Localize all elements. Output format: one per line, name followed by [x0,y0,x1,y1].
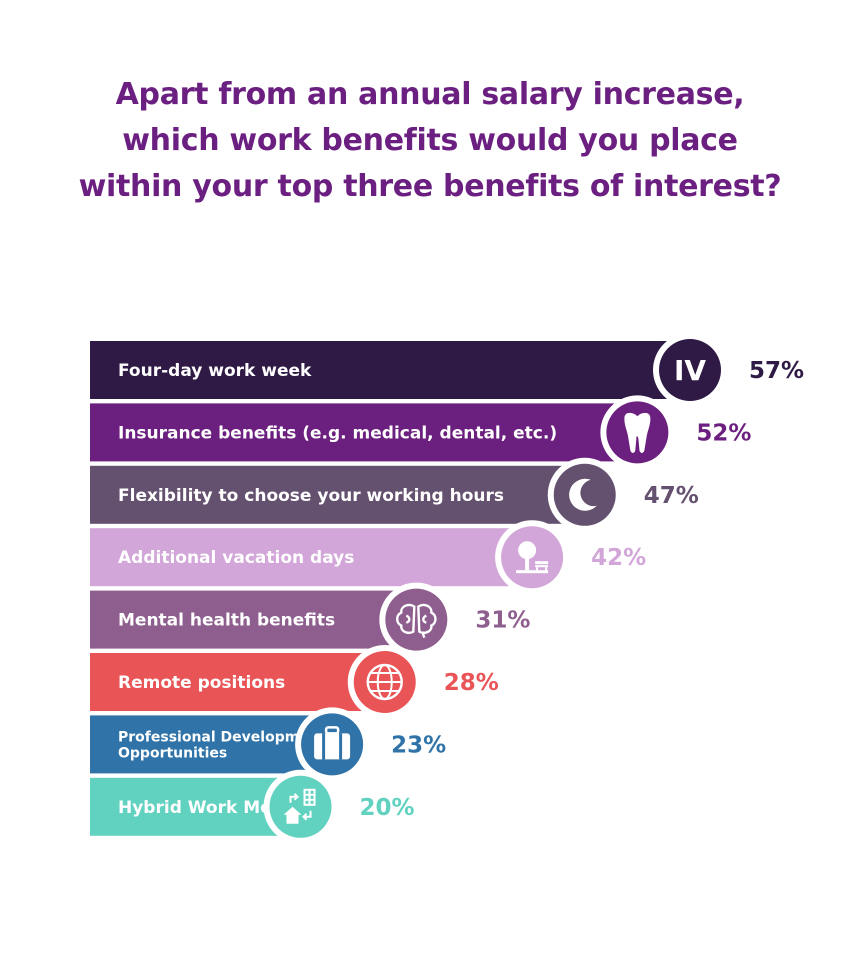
value-label: 57% [749,358,804,384]
bar [90,653,385,711]
hybrid-home-office-icon [263,769,338,844]
bar [90,465,585,524]
icon-disc [553,463,616,526]
value-label: 31% [475,608,530,634]
icon-disc [269,775,332,838]
tooth-icon [600,395,675,470]
icon-text: IV [674,354,706,387]
value-label: 42% [591,545,646,571]
bar [90,715,333,774]
bar-label: Four-day work week [118,361,312,381]
title-line: within your top three benefits of intere… [78,169,782,204]
value-label: 47% [644,483,699,509]
bar [90,528,533,587]
bar [90,341,690,399]
icon-disc [385,588,448,651]
briefcase-icon [295,707,370,782]
bar [90,590,417,649]
bar-label: Remote positions [118,673,285,693]
bar [90,403,638,462]
crescent-moon-icon [547,457,622,532]
bar-label-line: Professional Development [118,729,326,745]
bar-label-line: Opportunities [118,745,227,761]
bar-label: Mental health benefits [118,611,335,631]
bar-label: Insurance benefits (e.g. medical, dental… [118,423,557,443]
bar-label: Additional vacation days [118,548,354,568]
title-line: Apart from an annual salary increase, [115,77,745,112]
globe-icon [347,645,422,719]
bar-label: Professional Development Opportunities [118,729,326,761]
title-line: which work benefits would you place [122,123,738,158]
value-label: 20% [360,795,415,821]
icon-disc [659,339,721,401]
value-label: 28% [444,670,499,696]
park-bench-tree-icon [495,520,570,595]
roman-iv-icon: IV [653,333,727,407]
value-label: 52% [696,420,751,446]
brain-icon [379,582,454,657]
bar-label: Hybrid Work Model [118,798,301,818]
value-label: 23% [391,732,446,758]
chart-title: Apart from an annual salary increase, wh… [60,72,800,210]
bar-label: Flexibility to choose your working hours [118,486,504,506]
